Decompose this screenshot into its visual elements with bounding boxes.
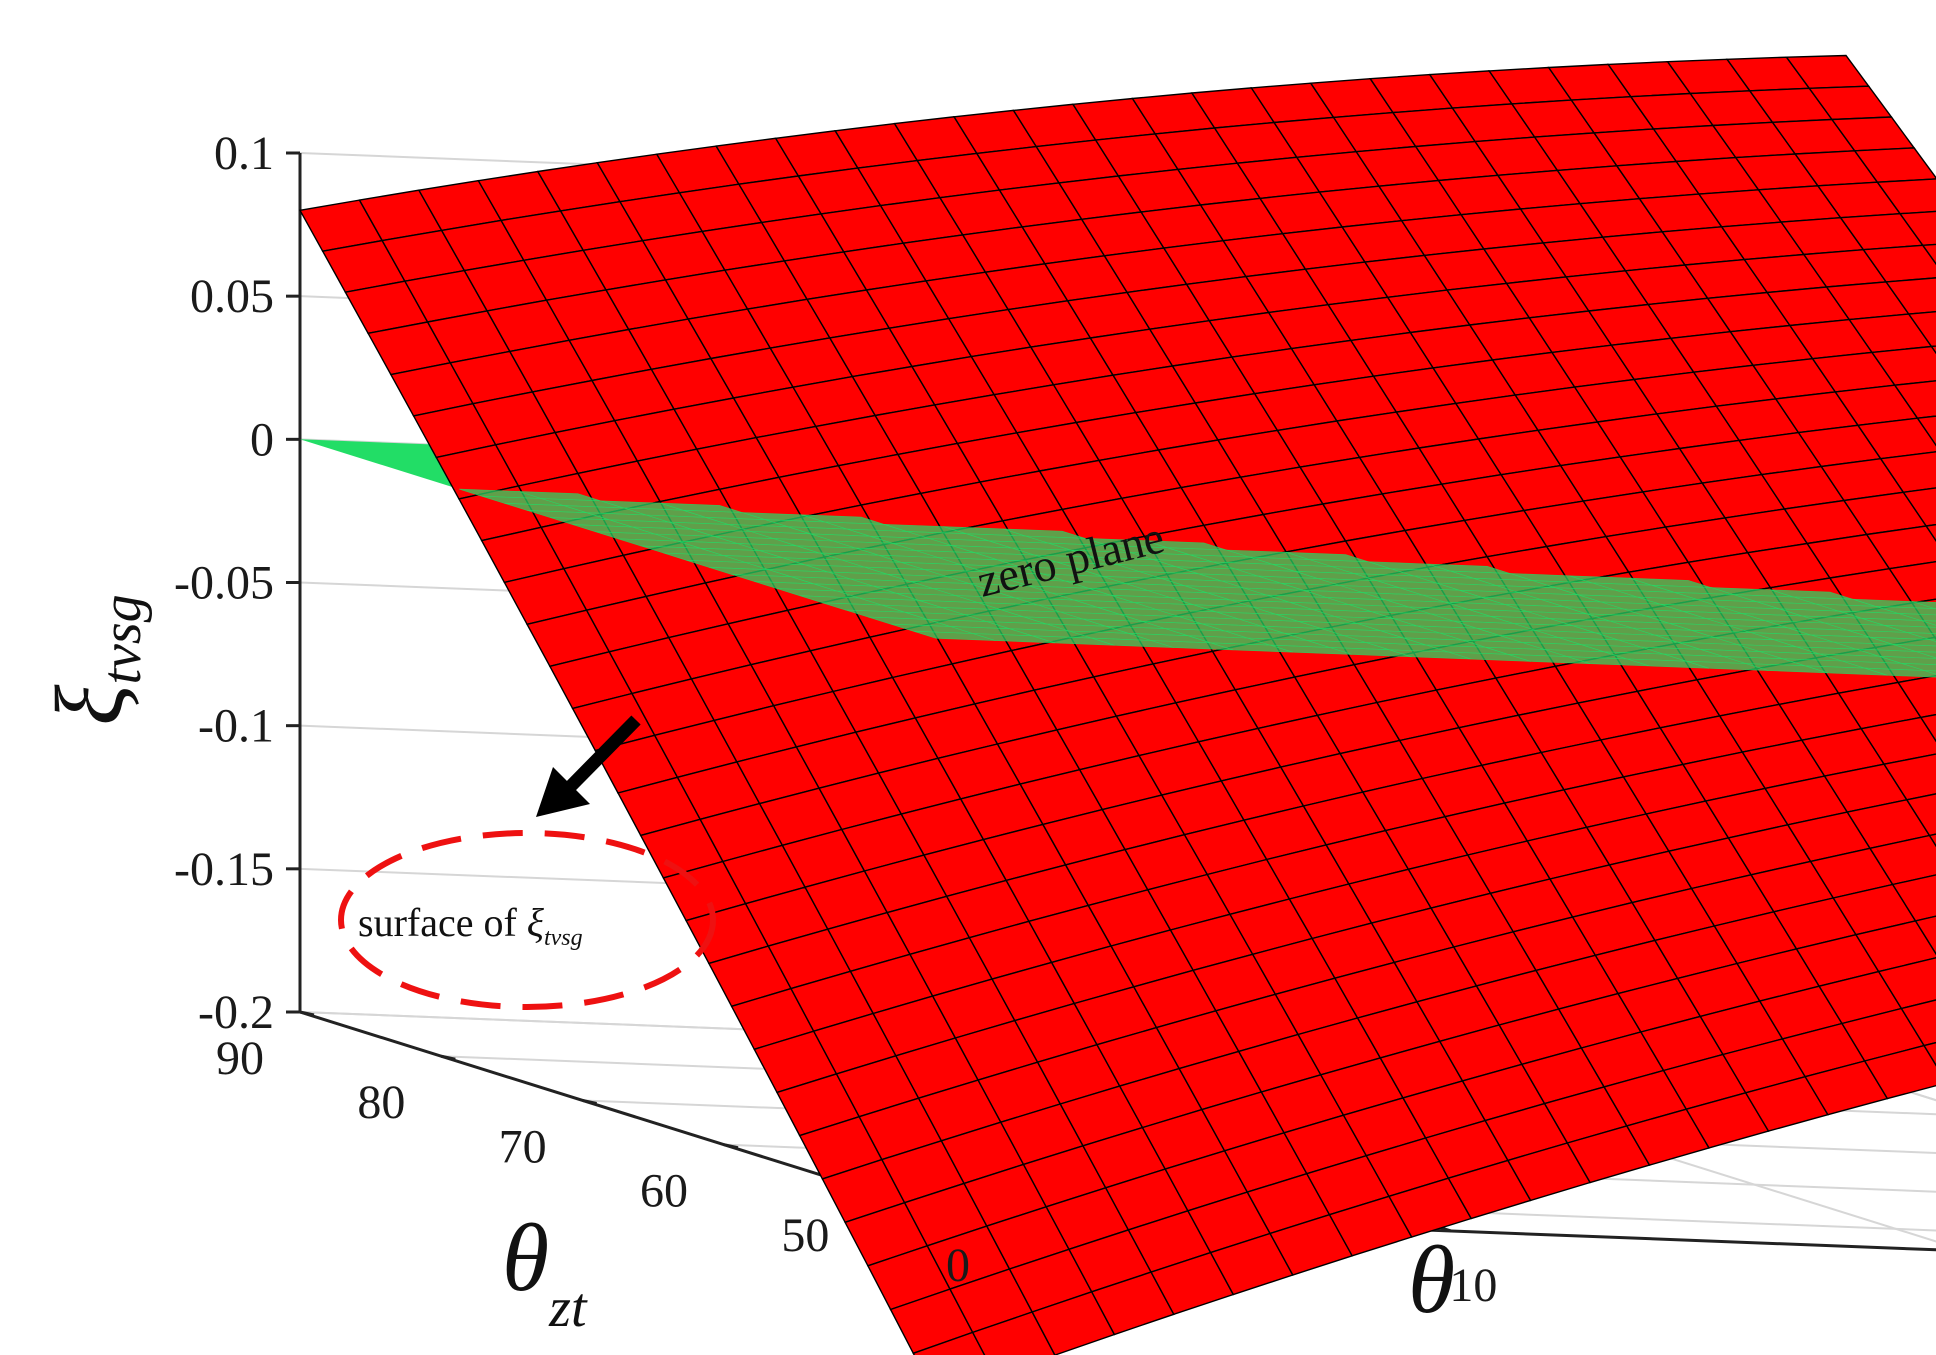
zero-plane-overlay-patch bbox=[1869, 636, 1936, 647]
y-tick-label: 50 bbox=[781, 1209, 829, 1262]
zero-plane-overlay-patch bbox=[1861, 617, 1936, 628]
z-tick-label: 0.1 bbox=[214, 127, 274, 180]
surface-patch bbox=[1924, 523, 1936, 542]
tick-labels: 0.10.050-0.05-0.1-0.15-0.250607080900102… bbox=[174, 127, 1497, 1312]
z-tick-label: -0.1 bbox=[198, 700, 274, 753]
surface-patch bbox=[1891, 874, 1936, 922]
red-surface bbox=[298, 54, 1936, 1355]
surface-patch bbox=[1854, 920, 1936, 973]
zero-plane-overlay-patch bbox=[1892, 644, 1936, 653]
surface-patch bbox=[1893, 380, 1936, 419]
surface-patch bbox=[1865, 525, 1936, 570]
surface-patch bbox=[1884, 277, 1936, 315]
y-tick-label: 60 bbox=[640, 1165, 688, 1218]
surface-patch bbox=[1860, 716, 1936, 765]
surface-patch bbox=[1923, 1041, 1936, 1067]
surface-patch bbox=[1900, 999, 1936, 1047]
surface-patch bbox=[1905, 793, 1936, 837]
zero-plane-overlay-patch bbox=[1864, 667, 1936, 678]
surface-patch bbox=[912, 1331, 986, 1355]
surface-patch bbox=[1896, 674, 1936, 719]
annotation-arrow bbox=[536, 715, 641, 817]
surface-patch bbox=[1888, 561, 1936, 604]
zero-plane-overlay-patch bbox=[1929, 639, 1936, 642]
y-tick bbox=[582, 1098, 597, 1105]
x-tick-label: 10 bbox=[1449, 1259, 1497, 1312]
surface-patch bbox=[1921, 243, 1936, 265]
surface-patch bbox=[1930, 345, 1936, 355]
y-tick bbox=[299, 1010, 315, 1017]
surface-patch bbox=[1916, 415, 1936, 447]
surface-patch bbox=[1868, 834, 1936, 886]
surface-patch bbox=[1870, 345, 1936, 386]
y-axis-label: θzt bbox=[502, 1204, 588, 1339]
zero-plane-overlay-patch bbox=[1898, 613, 1936, 622]
z-tick-label: 0 bbox=[250, 413, 274, 466]
zero-plane-overlay-patch bbox=[1855, 648, 1936, 659]
zero-plane-overlay-patch bbox=[1912, 601, 1936, 609]
y-tick bbox=[723, 1143, 739, 1150]
zero-plane-overlay-patch bbox=[1924, 670, 1936, 675]
zero-plane-overlay-patch bbox=[1878, 655, 1936, 665]
surface-patch bbox=[1882, 753, 1936, 801]
y-tick bbox=[441, 1054, 456, 1061]
z-tick-label: -0.15 bbox=[174, 843, 274, 896]
surface-patch bbox=[1862, 244, 1936, 283]
surface-label: surface of ξtvsg bbox=[358, 900, 583, 951]
zero-plane-overlay-patch bbox=[1875, 606, 1936, 616]
z-tick-label: -0.2 bbox=[198, 986, 274, 1039]
surface-patch bbox=[1863, 1044, 1936, 1100]
y-tick-label: 80 bbox=[357, 1076, 405, 1129]
surface-patch bbox=[1856, 417, 1936, 460]
surface-patch bbox=[1876, 178, 1936, 215]
surface-patch bbox=[1877, 957, 1936, 1010]
zero-plane-overlay bbox=[458, 488, 1936, 678]
zero-plane-overlay-patch bbox=[1906, 632, 1936, 641]
x-tick-label: 0 bbox=[946, 1239, 970, 1292]
z-tick-label: -0.05 bbox=[174, 557, 274, 610]
zero-plane-overlay-patch bbox=[1915, 651, 1936, 659]
z-tick-label: 0.05 bbox=[190, 270, 274, 323]
y-tick-label: 90 bbox=[216, 1032, 264, 1085]
surface-patch bbox=[1928, 833, 1936, 848]
zero-plane-overlay-patch bbox=[1884, 625, 1936, 634]
z-axis-label: ξtvsg bbox=[36, 594, 153, 725]
surface-callout-ellipse bbox=[338, 830, 716, 1010]
surface-patch bbox=[1853, 147, 1936, 183]
surface-patch bbox=[1902, 487, 1936, 527]
surface-patch bbox=[1914, 915, 1936, 956]
surface-patch bbox=[971, 1311, 1056, 1355]
x-axis-label: θ bbox=[1408, 1226, 1455, 1333]
y-tick-label: 70 bbox=[499, 1120, 547, 1173]
surface-patch bbox=[1898, 210, 1936, 247]
surface-patch bbox=[1907, 311, 1936, 348]
zero-plane-overlay-patch bbox=[1901, 663, 1936, 672]
surface-patch bbox=[1879, 451, 1936, 494]
